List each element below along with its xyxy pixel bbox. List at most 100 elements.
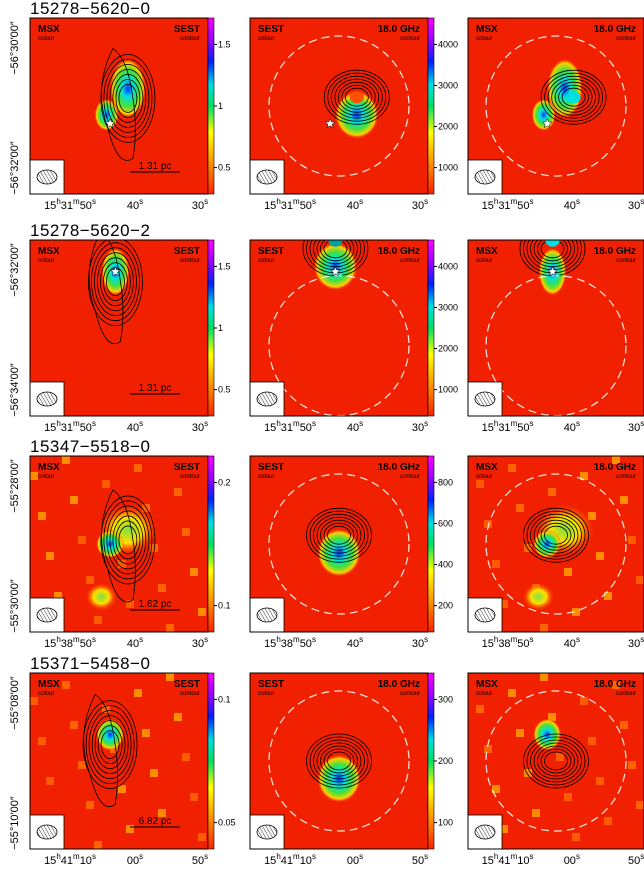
label-right-sub: contour <box>400 36 420 42</box>
x-tick-label: 40s <box>127 419 143 434</box>
label-right-sub: contour <box>400 691 420 697</box>
contour <box>544 525 568 545</box>
noise-pixel <box>126 825 134 833</box>
noise-pixel <box>548 713 556 721</box>
x-tick-part: 30 <box>192 422 204 434</box>
x-tick-part: 40 <box>127 200 139 212</box>
contour-outer <box>83 694 118 807</box>
emission-blob <box>531 98 556 131</box>
label-left: SEST <box>258 462 284 473</box>
beam-ellipse <box>256 607 278 623</box>
beam-circle <box>268 690 410 832</box>
x-tick-part: s <box>312 197 316 206</box>
contour-outer <box>88 240 124 344</box>
noise-pixel <box>508 689 516 697</box>
emission-blob <box>96 718 125 751</box>
contour <box>316 516 362 554</box>
colorbar <box>427 672 435 850</box>
x-tick-label: 30s <box>628 197 644 212</box>
x-tick-part: 50 <box>300 200 312 212</box>
x-tick-part: 50 <box>192 855 204 867</box>
noise-pixel <box>476 705 484 713</box>
x-tick-label: 15h41m10s <box>482 852 534 867</box>
colorbar-tick-label: 800 <box>438 477 453 487</box>
colorbar-tick-label: 1000 <box>438 163 458 173</box>
label-left-sub: colour <box>258 474 274 480</box>
noise-pixel <box>166 673 174 681</box>
contour <box>313 513 365 557</box>
noise-pixel <box>572 608 580 616</box>
noise-pixel <box>484 520 492 528</box>
contour <box>309 510 369 560</box>
x-tick-part: m <box>293 419 300 428</box>
label-left-sub: colour <box>476 474 492 480</box>
label-right-sub: contour <box>180 36 200 42</box>
noise-pixel <box>78 536 86 544</box>
x-tick-label: 15h31m50s <box>264 197 316 212</box>
contour <box>530 513 582 557</box>
x-tick-part: h <box>276 635 280 644</box>
x-tick-label: 40s <box>347 197 363 212</box>
x-tick-part: s <box>312 635 316 644</box>
contour <box>526 510 586 560</box>
contour <box>554 81 593 113</box>
x-tick-part: 50 <box>517 638 529 650</box>
x-tick-part: s <box>359 635 363 644</box>
colorbar-tick-label: 0.1 <box>218 601 231 611</box>
label-left-sub: colour <box>38 691 54 697</box>
x-tick-label: 40s <box>347 635 363 650</box>
colorbar <box>207 455 215 633</box>
contour <box>523 507 589 563</box>
label-right: 18.0 GHz <box>378 462 420 473</box>
x-tick-part: s <box>640 852 644 861</box>
contour <box>316 240 355 265</box>
noise-pixel <box>596 552 604 560</box>
x-tick-part: 10 <box>300 855 312 867</box>
noise-pixel <box>30 472 38 480</box>
x-tick-label: 15h38m50s <box>482 635 534 650</box>
label-left-sub: colour <box>38 474 54 480</box>
x-tick-label: 15h41m10s <box>44 852 96 867</box>
label-right-sub: contour <box>180 474 200 480</box>
colorbar-tick-label: 4000 <box>438 39 458 49</box>
label-right: 18.0 GHz <box>378 246 420 257</box>
x-tick-label: 15h31m50s <box>44 197 96 212</box>
noise-pixel <box>596 777 604 785</box>
noise-pixel <box>612 456 620 464</box>
row-title: 15278−5620−0 <box>30 0 150 18</box>
label-right-sub: contour <box>616 258 636 264</box>
peak <box>545 240 560 247</box>
noise-pixel <box>142 504 150 512</box>
x-tick-part: m <box>293 197 300 206</box>
noise-pixel <box>150 769 158 777</box>
colorbar-tick-label: 0.05 <box>218 818 236 828</box>
contour <box>540 522 572 548</box>
x-tick-part: s <box>529 852 533 861</box>
contour <box>526 736 586 786</box>
x-tick-part: 30 <box>192 200 204 212</box>
x-tick-part: 00 <box>347 855 359 867</box>
x-tick-part: 40 <box>564 200 576 212</box>
contour <box>103 500 153 580</box>
x-tick-part: 40 <box>564 638 576 650</box>
x-tick-label: 00s <box>127 852 143 867</box>
beam-ellipse <box>36 391 58 407</box>
contour <box>91 242 140 322</box>
noise-pixel <box>102 480 110 488</box>
noise-pixel <box>500 825 508 833</box>
x-tick-part: 10 <box>517 855 529 867</box>
x-tick-part: 15 <box>482 422 494 434</box>
noise-pixel <box>70 721 78 729</box>
noise-pixel <box>134 689 142 697</box>
colorbar-tick-label: 0.2 <box>218 477 231 487</box>
noise-pixel <box>540 673 548 681</box>
x-tick-label: 30s <box>412 419 428 434</box>
x-tick-part: 30 <box>628 422 640 434</box>
contour <box>100 495 156 585</box>
noise-pixel <box>46 777 54 785</box>
contour <box>323 69 390 125</box>
x-tick-part: s <box>204 852 208 861</box>
x-tick-part: 10 <box>80 855 92 867</box>
scale-bar-label: 1.31 pc <box>139 383 172 394</box>
